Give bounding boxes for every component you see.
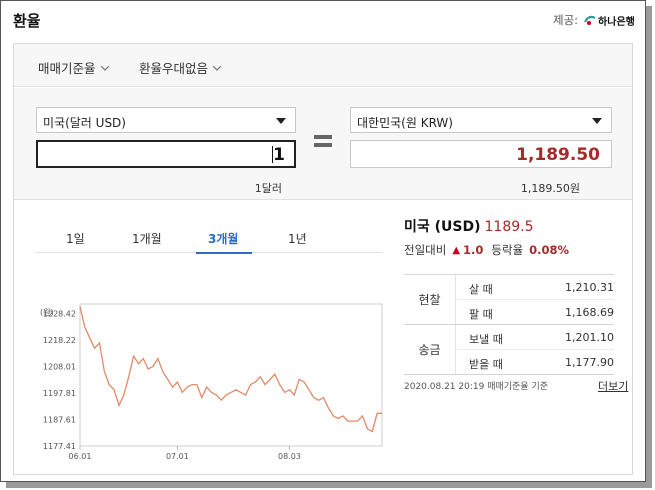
row-label: 받을 때 [469,358,503,371]
row-label: 보낼 때 [469,333,503,346]
dropdown-arrow-icon [276,118,286,124]
rate-summary: 미국 (USD) 1189.5 전일대비 ▲ 1.0 등락율 0.08% [404,216,624,258]
provider-name: 하나은행 [598,16,635,28]
from-currency-value: 미국(달러 USD) [43,116,126,130]
text-caret [272,146,273,163]
currency-name: 미국 (USD) [404,219,481,235]
rate-basis-dropdown[interactable]: 매매기준율 [38,58,110,77]
current-rate: 1189.5 [484,219,534,235]
frame-shadow [646,6,652,488]
chevron-down-icon [100,65,109,71]
y-tick-label: 1208.01 [43,362,76,371]
up-triangle-icon: ▲ [452,244,461,256]
row-label: 팔 때 [469,308,493,321]
filter-bar: 매매기준율 환율우대없음 [14,44,632,87]
row-value: 1,177.90 [565,356,614,369]
row-label: 살 때 [469,283,493,296]
plot-area [79,303,383,447]
x-tick-label: 07.01 [166,452,189,461]
to-currency-select[interactable]: 대한민국(원 KRW) [350,107,612,133]
group-label: 송금 [404,325,456,374]
preferential-dropdown[interactable]: 환율우대없음 [139,58,222,77]
usd-rate-line [79,306,382,433]
chevron-down-icon [212,65,222,71]
from-caption: 1달러 [254,182,282,195]
to-amount-output[interactable]: 1,189.50 [350,140,612,168]
from-amount-value: 1 [273,145,285,165]
cash-group: 현찰 살 때 1,210.31 팔 때 1,168.69 [404,275,614,325]
table-row: 살 때 1,210.31 [457,275,614,300]
rate-chart: (원) 1228.42 1218.22 1208.01 1197.81 1187.61 11… [36,262,386,472]
rate-chart-svg: (원)1228.42 1218.22 1208.01 1197.81 1187.61 11… [40,303,383,461]
exchange-rate-widget: 환율 제공: 하나은행 매매기준율 환율우대없음 미국(달러 USD) [0,0,646,482]
provider-label: 제공: [553,13,579,27]
pct-value: 0.08% [529,243,570,257]
change-value: 1.0 [463,243,484,257]
remittance-group: 송금 보낼 때 1,201.10 받을 때 1,177.90 [404,325,614,375]
content-panel: 매매기준율 환율우대없음 미국(달러 USD) 대한민국(원 KRW) 1 1,… [13,43,633,475]
tab-3-months[interactable]: 3개월 [208,232,239,246]
timestamp-note: 2020.08.21 20:19 매매기준율 기준 [404,382,549,392]
tab-1-day[interactable]: 1일 [66,232,85,246]
widget-title: 환율 [13,12,41,30]
equals-icon [314,135,332,151]
y-unit-label: (원) [40,308,54,317]
y-tick-label: 1218.22 [43,336,76,345]
dropdown-arrow-icon [592,118,602,124]
tab-1-month[interactable]: 1개월 [132,232,162,246]
from-currency-select[interactable]: 미국(달러 USD) [36,107,296,133]
row-value: 1,210.31 [565,281,614,294]
change-label: 전일대비 [404,243,447,257]
group-label: 현찰 [404,275,456,324]
y-tick-label: 1228.42 [43,309,76,318]
currency-heading: 미국 (USD) 1189.5 [404,216,624,236]
y-tick-label: 1197.81 [43,389,76,398]
active-tab-indicator [196,252,252,254]
frame-shadow [6,482,652,488]
row-value: 1,201.10 [565,331,614,344]
pct-label: 등락율 [491,243,524,257]
preferential-label: 환율우대없음 [139,61,209,76]
table-row: 팔 때 1,168.69 [457,300,614,325]
table-row: 받을 때 1,177.90 [457,350,614,375]
to-caption: 1,189.50원 [520,182,580,195]
tab-1-year[interactable]: 1년 [288,232,307,246]
rate-basis-label: 매매기준율 [38,61,96,76]
to-currency-value: 대한민국(원 KRW) [357,116,453,130]
x-tick-label: 08.03 [278,452,301,461]
y-tick-label: 1177.41 [43,442,76,451]
rate-table: 현찰 살 때 1,210.31 팔 때 1,168.69 송금 보낼 때 1,2… [404,274,614,375]
provider-logo[interactable]: 하나은행 [583,13,635,28]
row-value: 1,168.69 [565,306,614,319]
change-line: 전일대비 ▲ 1.0 등락율 0.08% [404,242,624,258]
x-tick-label: 06.01 [69,452,92,461]
table-row: 보낼 때 1,201.10 [457,325,614,350]
from-amount-input[interactable]: 1 [36,140,296,168]
period-tabs: 1일 1개월 3개월 1년 [36,219,382,254]
y-tick-label: 1187.61 [43,415,76,424]
hana-bank-icon [584,15,596,25]
provider-credit: 제공: 하나은행 [553,12,635,28]
more-link[interactable]: 더보기 [598,380,629,393]
